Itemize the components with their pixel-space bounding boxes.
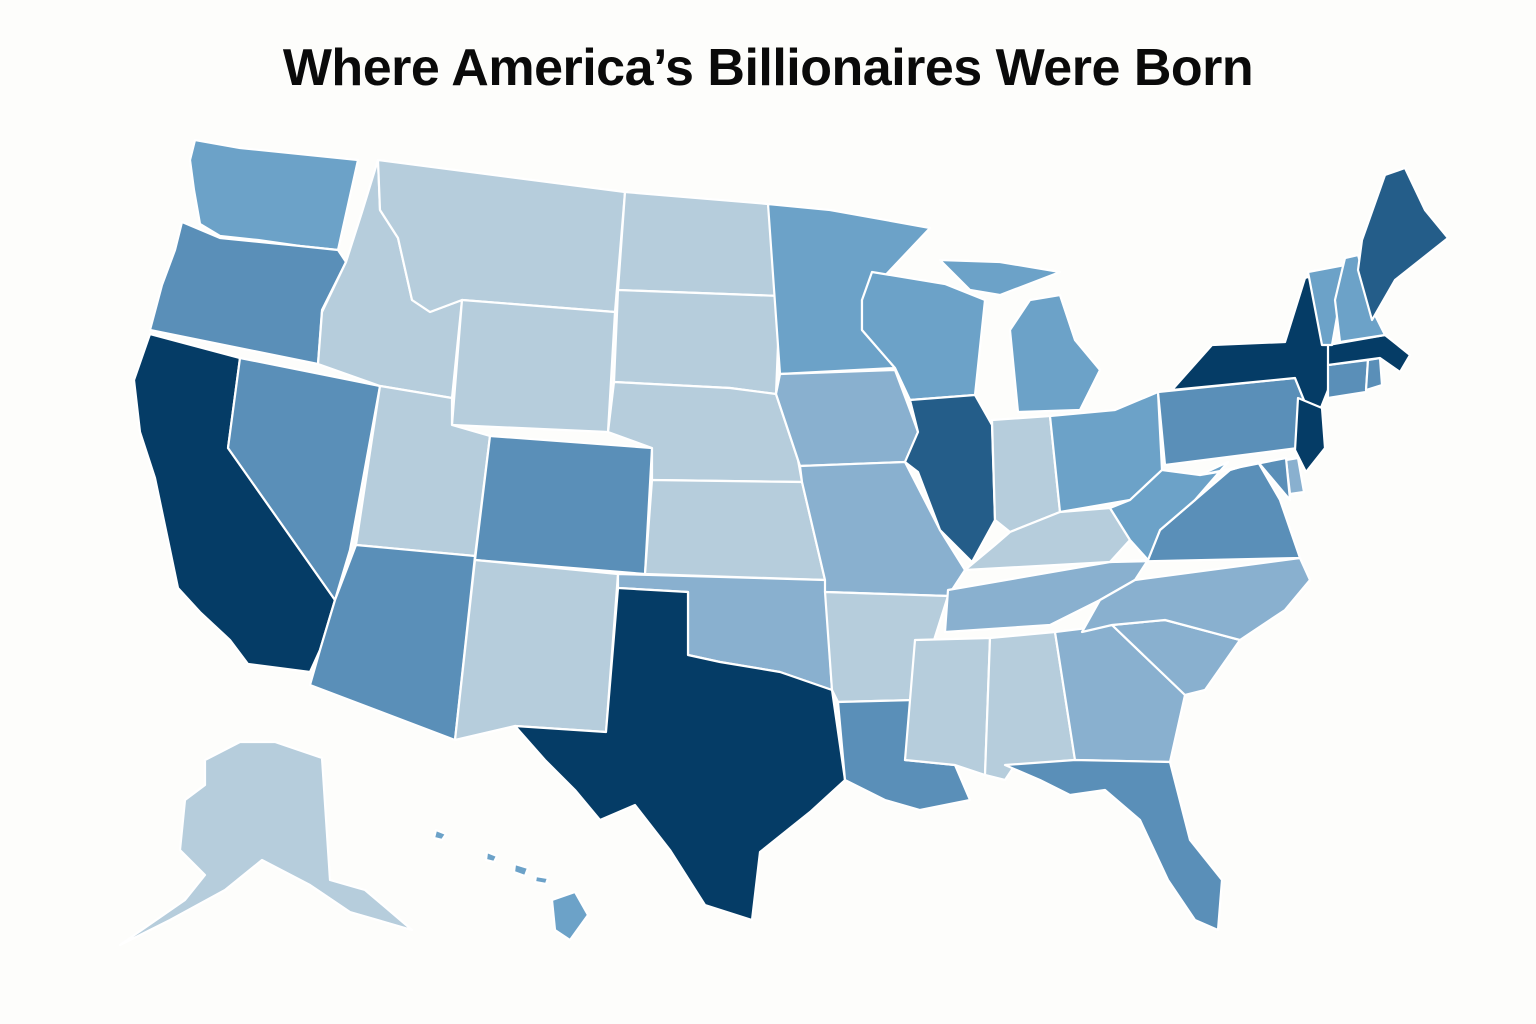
- state-WY[interactable]: [450, 298, 617, 434]
- map-title: Where America’s Billionaires Were Born: [282, 39, 1254, 97]
- state-MS[interactable]: [903, 636, 992, 777]
- state-PA[interactable]: [1156, 376, 1314, 467]
- state-CT[interactable]: [1326, 358, 1370, 400]
- state-MD[interactable]: [1198, 456, 1292, 502]
- state-KY[interactable]: [963, 506, 1132, 572]
- state-ME[interactable]: [1356, 166, 1450, 322]
- state-RI[interactable]: [1364, 356, 1384, 392]
- state-HI[interactable]: [432, 828, 590, 942]
- state-NC[interactable]: [1080, 556, 1312, 642]
- state-MI[interactable]: [938, 258, 1102, 414]
- state-NV[interactable]: [226, 356, 382, 602]
- state-KS[interactable]: [643, 478, 827, 582]
- state-NJ[interactable]: [1293, 396, 1327, 474]
- state-WA[interactable]: [188, 138, 360, 252]
- state-MT[interactable]: [376, 158, 627, 314]
- state-TX[interactable]: [513, 586, 847, 922]
- state-CO[interactable]: [473, 434, 654, 576]
- state-NM[interactable]: [453, 558, 620, 742]
- state-IL[interactable]: [903, 393, 997, 564]
- state-IA[interactable]: [774, 368, 920, 468]
- state-SD[interactable]: [612, 288, 782, 396]
- state-VT[interactable]: [1306, 263, 1347, 347]
- state-ND[interactable]: [616, 190, 782, 298]
- state-WV[interactable]: [1108, 460, 1230, 562]
- state-AK[interactable]: [118, 740, 414, 947]
- state-FL[interactable]: [1003, 758, 1224, 932]
- state-IN[interactable]: [990, 414, 1062, 534]
